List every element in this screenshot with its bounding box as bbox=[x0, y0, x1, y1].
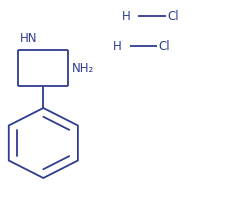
Text: H: H bbox=[122, 9, 131, 22]
Text: NH₂: NH₂ bbox=[72, 62, 94, 75]
Text: Cl: Cl bbox=[158, 40, 169, 52]
Text: HN: HN bbox=[19, 32, 37, 45]
Text: H: H bbox=[113, 40, 121, 52]
Text: Cl: Cl bbox=[167, 9, 178, 22]
